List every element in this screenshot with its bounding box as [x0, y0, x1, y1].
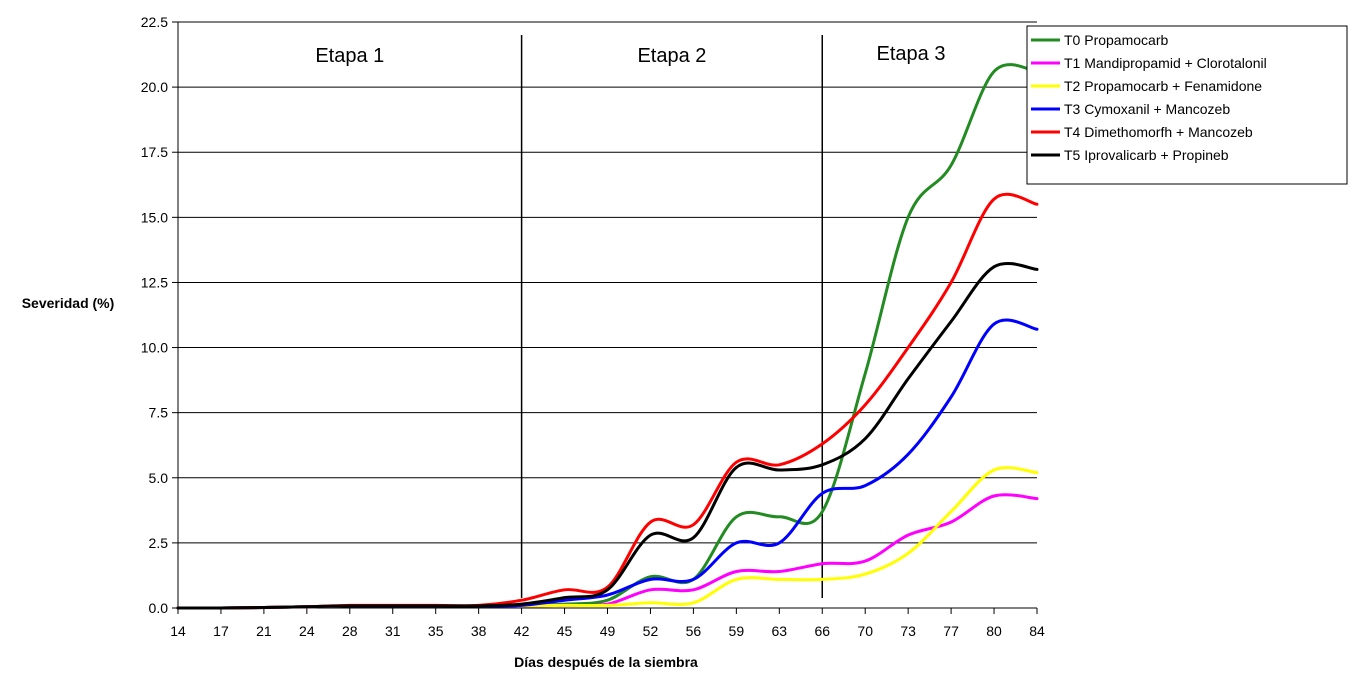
y-axis-ticks: 0.0 2.5 5.0 7.5 10.0 12.5 15.0 17.5 20.0 22.5 — [141, 14, 178, 616]
x-tick-label: 17 — [213, 623, 229, 639]
y-tick-label: 7.5 — [149, 405, 169, 421]
x-tick-label: 42 — [514, 623, 530, 639]
y-tick-label: 10.0 — [141, 340, 168, 356]
series-line — [176, 192, 1039, 610]
y-tick-label: 20.0 — [141, 79, 168, 95]
legend-label: T5 Iprovalicarb + Propineb — [1064, 147, 1229, 163]
legend-box — [1026, 25, 1348, 185]
x-tick-label: 56 — [686, 623, 702, 639]
x-tick-label: 21 — [256, 623, 272, 639]
stage-labels: Etapa 1 Etapa 2 Etapa 3 — [315, 43, 945, 67]
x-tick-label: 77 — [943, 623, 959, 639]
stage-label: Etapa 3 — [877, 43, 946, 65]
series-line — [176, 261, 1039, 610]
gridlines — [178, 21, 1037, 609]
y-tick-label: 17.5 — [141, 144, 168, 160]
x-tick-label: 38 — [471, 623, 487, 639]
series-line — [176, 63, 1039, 610]
x-tick-label: 45 — [557, 623, 573, 639]
legend-label: T0 Propamocarb — [1064, 32, 1168, 48]
legend-label: T4 Dimethomorfh + Mancozeb — [1064, 124, 1253, 140]
stage-label: Etapa 1 — [315, 45, 384, 67]
stage-label: Etapa 2 — [637, 45, 706, 67]
x-tick-label: 70 — [857, 623, 873, 639]
x-axis-title: Días después de la siembra — [514, 654, 698, 670]
series-line — [176, 318, 1039, 610]
stage-dividers — [520, 35, 823, 598]
x-tick-label: 31 — [385, 623, 401, 639]
y-tick-label: 2.5 — [149, 535, 169, 551]
x-tick-label: 73 — [900, 623, 916, 639]
legend: T0 Propamocarb T1 Mandipropamid + Clorota… — [1026, 25, 1348, 185]
x-axis-ticks: 14 17 21 24 28 31 35 38 42 45 49 52 56 59 63 66 70 73 77 80… — [170, 608, 1045, 639]
y-tick-label: 15.0 — [141, 209, 168, 225]
x-tick-label: 52 — [643, 623, 659, 639]
x-tick-label: 84 — [1029, 623, 1045, 639]
series-lines — [176, 63, 1039, 610]
x-tick-label: 63 — [772, 623, 788, 639]
x-tick-label: 66 — [814, 623, 830, 639]
legend-label: T2 Propamocarb + Fenamidone — [1064, 78, 1262, 94]
y-tick-label: 5.0 — [149, 470, 169, 486]
x-tick-label: 28 — [342, 623, 358, 639]
x-tick-label: 49 — [600, 623, 616, 639]
x-tick-label: 35 — [428, 623, 444, 639]
x-tick-label: 14 — [170, 623, 186, 639]
x-tick-label: 24 — [299, 623, 315, 639]
legend-label: T1 Mandipropamid + Clorotalonil — [1064, 55, 1267, 71]
x-tick-label: 59 — [729, 623, 745, 639]
y-tick-label: 12.5 — [141, 274, 168, 290]
y-axis-title: Severidad (%) — [22, 295, 115, 311]
y-tick-label: 22.5 — [141, 14, 168, 30]
legend-label: T3 Cymoxanil + Mancozeb — [1064, 101, 1230, 117]
axes — [177, 22, 1037, 609]
y-tick-label: 0.0 — [149, 600, 169, 616]
x-tick-label: 80 — [986, 623, 1002, 639]
